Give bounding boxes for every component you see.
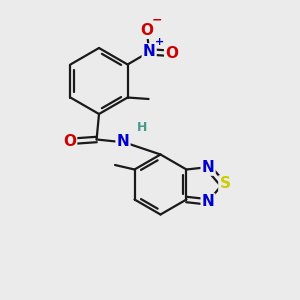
Text: N: N	[202, 194, 214, 209]
Text: O: O	[63, 134, 76, 148]
Text: O: O	[140, 23, 153, 38]
Text: N: N	[117, 134, 129, 149]
Text: +: +	[155, 37, 164, 47]
Text: N: N	[143, 44, 156, 59]
Text: O: O	[165, 46, 178, 61]
Text: −: −	[152, 14, 163, 27]
Text: S: S	[219, 176, 230, 191]
Text: H: H	[136, 121, 147, 134]
Text: N: N	[202, 160, 214, 175]
